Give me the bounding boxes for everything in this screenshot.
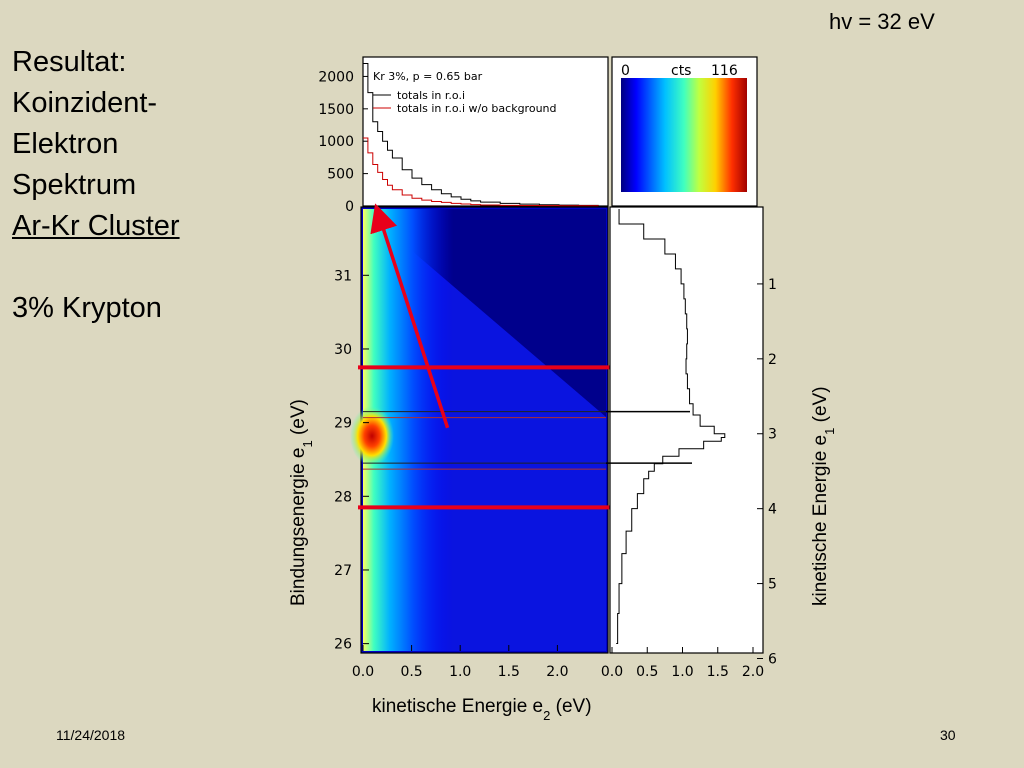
right-series-line bbox=[616, 209, 726, 645]
heatmap-x-tick-label: 1.0 bbox=[449, 664, 471, 680]
photon-energy-label: hv = 32 eV bbox=[829, 9, 935, 34]
heatmap-y-tick-label: 31 bbox=[334, 268, 352, 284]
y-axis-label-right: kinetische Energie e1 (eV) bbox=[810, 386, 837, 606]
heatmap-y-ticks: 26 27 28 29 30 31 bbox=[334, 268, 369, 653]
top-panel-frame bbox=[362, 56, 609, 207]
sample-label: 3% Krypton bbox=[12, 292, 162, 324]
right-panel-curve bbox=[616, 209, 726, 645]
right-x-tick-label: 0.5 bbox=[636, 664, 658, 680]
right-y-tick-label: 5 bbox=[768, 577, 777, 593]
top-series-line bbox=[363, 137, 599, 207]
colorbar-unit-label: cts bbox=[671, 63, 691, 79]
heading-line: Koinzident- bbox=[12, 87, 158, 119]
colorbar-scale bbox=[621, 78, 747, 192]
y-axis-label-left: Bindungsenergie e1 (eV) bbox=[288, 399, 315, 606]
legend-title: Kr 3%, p = 0.65 bar bbox=[373, 70, 483, 83]
heatmap-y-tick-label: 30 bbox=[334, 342, 352, 358]
right-panel-y-ticks: 1 2 3 4 5 6 bbox=[757, 277, 777, 667]
x-axis-label: kinetische Energie e2 (eV) bbox=[372, 696, 592, 723]
right-y-tick-label: 6 bbox=[768, 651, 777, 667]
top-y-tick-label: 2000 bbox=[318, 69, 354, 85]
heatmap-x-tick-label: 0.0 bbox=[352, 664, 374, 680]
top-panel-curves bbox=[363, 62, 599, 207]
right-panel-peak-lines bbox=[606, 410, 692, 464]
heading-line: Elektron bbox=[12, 128, 119, 160]
colorbar-min-label: 0 bbox=[621, 63, 630, 79]
heatmap-panel: 26 27 28 29 30 31 0.0 0.5 1.0 1.5 2.0 bbox=[334, 203, 610, 680]
right-panel-x-ticks: 0.0 0.5 1.0 1.5 2.0 bbox=[601, 647, 764, 680]
heatmap-y-tick-label: 28 bbox=[334, 489, 352, 505]
right-x-tick-label: 0.0 bbox=[601, 664, 623, 680]
top-series-line bbox=[363, 62, 599, 206]
footer-date: 11/24/2018 bbox=[56, 727, 126, 743]
roi-lines bbox=[358, 365, 610, 510]
right-y-tick-label: 3 bbox=[768, 427, 777, 443]
legend-entry: totals in r.o.i w/o background bbox=[397, 102, 557, 115]
right-panel-frame bbox=[609, 206, 764, 654]
heatmap-x-tick-label: 2.0 bbox=[546, 664, 568, 680]
colorbar-max-label: 116 bbox=[711, 63, 738, 79]
slide-heading: Resultat: Koinzident- Elektron Spektrum … bbox=[12, 42, 180, 329]
right-y-tick-label: 2 bbox=[768, 352, 777, 368]
heading-line: Resultat: bbox=[12, 46, 127, 78]
footer-page-number: 30 bbox=[940, 727, 956, 743]
heatmap-x-tick-label: 0.5 bbox=[400, 664, 422, 680]
right-x-tick-label: 1.0 bbox=[671, 664, 693, 680]
right-y-tick-label: 1 bbox=[768, 277, 777, 293]
heatmap-x-tick-label: 1.5 bbox=[498, 664, 520, 680]
heatmap-peak-spot bbox=[350, 406, 394, 466]
heatmap-y-tick-label: 29 bbox=[334, 416, 352, 432]
arrow-annotation bbox=[370, 203, 450, 429]
top-projection-panel: 0 500 1000 1500 2000 Kr 3%, p = 0.65 bar tot… bbox=[318, 56, 609, 215]
heatmap-y-tick-label: 26 bbox=[334, 637, 352, 653]
top-y-tick-label: 1000 bbox=[318, 134, 354, 150]
top-y-tick-label: 0 bbox=[345, 199, 354, 215]
right-projection-panel: 1 2 3 4 5 6 0.0 0.5 1.0 1.5 2.0 bbox=[601, 206, 777, 680]
heading-subtitle: Ar-Kr Cluster bbox=[12, 210, 180, 242]
right-x-tick-label: 1.5 bbox=[707, 664, 729, 680]
top-y-tick-label: 1500 bbox=[318, 102, 354, 118]
heading-line: Spektrum bbox=[12, 169, 137, 201]
right-x-tick-label: 2.0 bbox=[742, 664, 764, 680]
heatmap-x-ticks: 0.0 0.5 1.0 1.5 2.0 bbox=[352, 645, 569, 680]
top-panel-y-ticks: 0 500 1000 1500 2000 bbox=[318, 69, 368, 215]
legend-entry: totals in r.o.i bbox=[397, 89, 465, 102]
heatmap-y-tick-label: 27 bbox=[334, 563, 352, 579]
colorbar: 0 cts 116 bbox=[611, 56, 758, 207]
top-y-tick-label: 500 bbox=[327, 167, 354, 183]
right-y-tick-label: 4 bbox=[768, 502, 777, 518]
